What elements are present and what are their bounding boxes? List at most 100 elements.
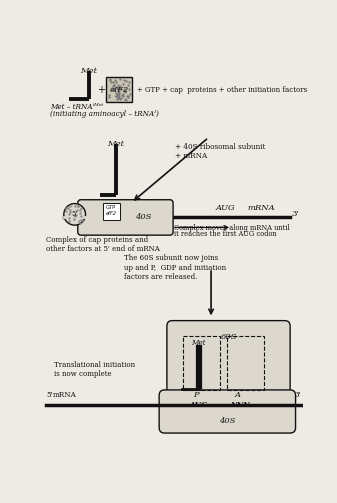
- Point: [79, 216, 84, 224]
- Point: [115, 93, 120, 101]
- Point: [78, 206, 83, 214]
- Point: [121, 76, 127, 85]
- FancyBboxPatch shape: [159, 390, 296, 433]
- Point: [114, 90, 119, 98]
- FancyBboxPatch shape: [78, 200, 173, 235]
- Point: [127, 78, 132, 86]
- FancyBboxPatch shape: [167, 320, 290, 408]
- Text: AUG: AUG: [189, 400, 208, 408]
- Point: [117, 88, 122, 96]
- Point: [124, 92, 129, 100]
- Point: [123, 77, 128, 85]
- Text: + mRNA: + mRNA: [176, 152, 208, 160]
- Point: [66, 210, 72, 218]
- Point: [107, 75, 113, 83]
- Point: [64, 204, 69, 212]
- Bar: [102, 203, 120, 220]
- Ellipse shape: [64, 204, 86, 225]
- Point: [112, 81, 117, 89]
- Point: [68, 206, 73, 214]
- Text: P: P: [193, 391, 199, 399]
- Point: [114, 95, 119, 103]
- Point: [116, 81, 121, 90]
- Point: [79, 204, 84, 212]
- Point: [117, 96, 123, 104]
- Text: Complex moves along mRNA until: Complex moves along mRNA until: [174, 224, 289, 231]
- Point: [115, 84, 120, 92]
- Point: [112, 85, 117, 93]
- Point: [118, 94, 124, 102]
- Point: [121, 80, 126, 88]
- Text: 60S: 60S: [220, 333, 237, 341]
- Text: mRNA: mRNA: [248, 204, 275, 212]
- Point: [115, 91, 120, 99]
- Point: [114, 78, 119, 86]
- Text: 40S: 40S: [134, 213, 151, 221]
- Text: eIF2: eIF2: [110, 86, 129, 94]
- Point: [75, 202, 80, 210]
- Bar: [183, 336, 220, 390]
- Point: [73, 202, 78, 210]
- Point: [113, 92, 119, 100]
- Point: [126, 85, 132, 93]
- Text: Complex of cap proteins and
other factors at 5' end of mRNA: Complex of cap proteins and other factor…: [46, 236, 160, 253]
- Bar: [226, 336, 264, 390]
- Text: + GTP + cap  proteins + other initiation factors: + GTP + cap proteins + other initiation …: [137, 86, 307, 94]
- Point: [67, 202, 72, 210]
- Point: [75, 202, 81, 210]
- Text: 5': 5': [46, 391, 53, 399]
- Point: [122, 88, 127, 96]
- Point: [120, 90, 125, 98]
- Point: [66, 217, 71, 225]
- Point: [127, 90, 133, 98]
- Text: Met: Met: [191, 339, 206, 347]
- Text: A: A: [235, 391, 240, 399]
- Point: [76, 217, 82, 225]
- Point: [116, 89, 121, 97]
- Point: [126, 93, 131, 101]
- Point: [78, 216, 84, 224]
- Point: [63, 207, 69, 215]
- FancyBboxPatch shape: [106, 77, 132, 102]
- Point: [72, 212, 78, 220]
- Point: [126, 81, 131, 90]
- Point: [118, 82, 123, 90]
- Point: [122, 85, 128, 93]
- Text: 3': 3': [295, 391, 301, 399]
- Point: [120, 91, 125, 99]
- Point: [74, 206, 80, 214]
- Text: 3': 3': [292, 210, 300, 218]
- Point: [110, 77, 116, 86]
- Point: [71, 215, 76, 223]
- Text: NNN: NNN: [231, 400, 250, 408]
- Point: [126, 93, 131, 101]
- Point: [117, 90, 122, 98]
- Point: [110, 86, 115, 94]
- Point: [73, 211, 79, 219]
- Text: GTP: GTP: [106, 205, 116, 210]
- Text: AUG: AUG: [216, 204, 236, 212]
- Point: [108, 78, 114, 87]
- Point: [123, 95, 128, 103]
- Text: Met – tRNAⁱᴹᵉᵗ: Met – tRNAⁱᴹᵉᵗ: [50, 104, 103, 112]
- Point: [112, 75, 118, 83]
- Text: eIF2: eIF2: [105, 211, 117, 216]
- Point: [116, 85, 121, 93]
- Point: [117, 84, 122, 92]
- Point: [67, 208, 72, 216]
- Text: 5': 5': [71, 210, 78, 218]
- Point: [123, 96, 129, 104]
- Point: [110, 84, 115, 92]
- Text: Met: Met: [107, 140, 124, 148]
- Text: +: +: [97, 85, 105, 95]
- Point: [71, 211, 77, 219]
- Point: [79, 212, 84, 220]
- Point: [111, 82, 116, 90]
- Point: [115, 90, 121, 98]
- Point: [65, 204, 70, 212]
- Text: + 40S ribosomal subunit: + 40S ribosomal subunit: [176, 142, 266, 150]
- Text: 40S: 40S: [219, 417, 236, 426]
- Point: [116, 94, 121, 102]
- Point: [116, 85, 122, 93]
- Text: Translational initiation
is now complete: Translational initiation is now complete: [54, 361, 135, 378]
